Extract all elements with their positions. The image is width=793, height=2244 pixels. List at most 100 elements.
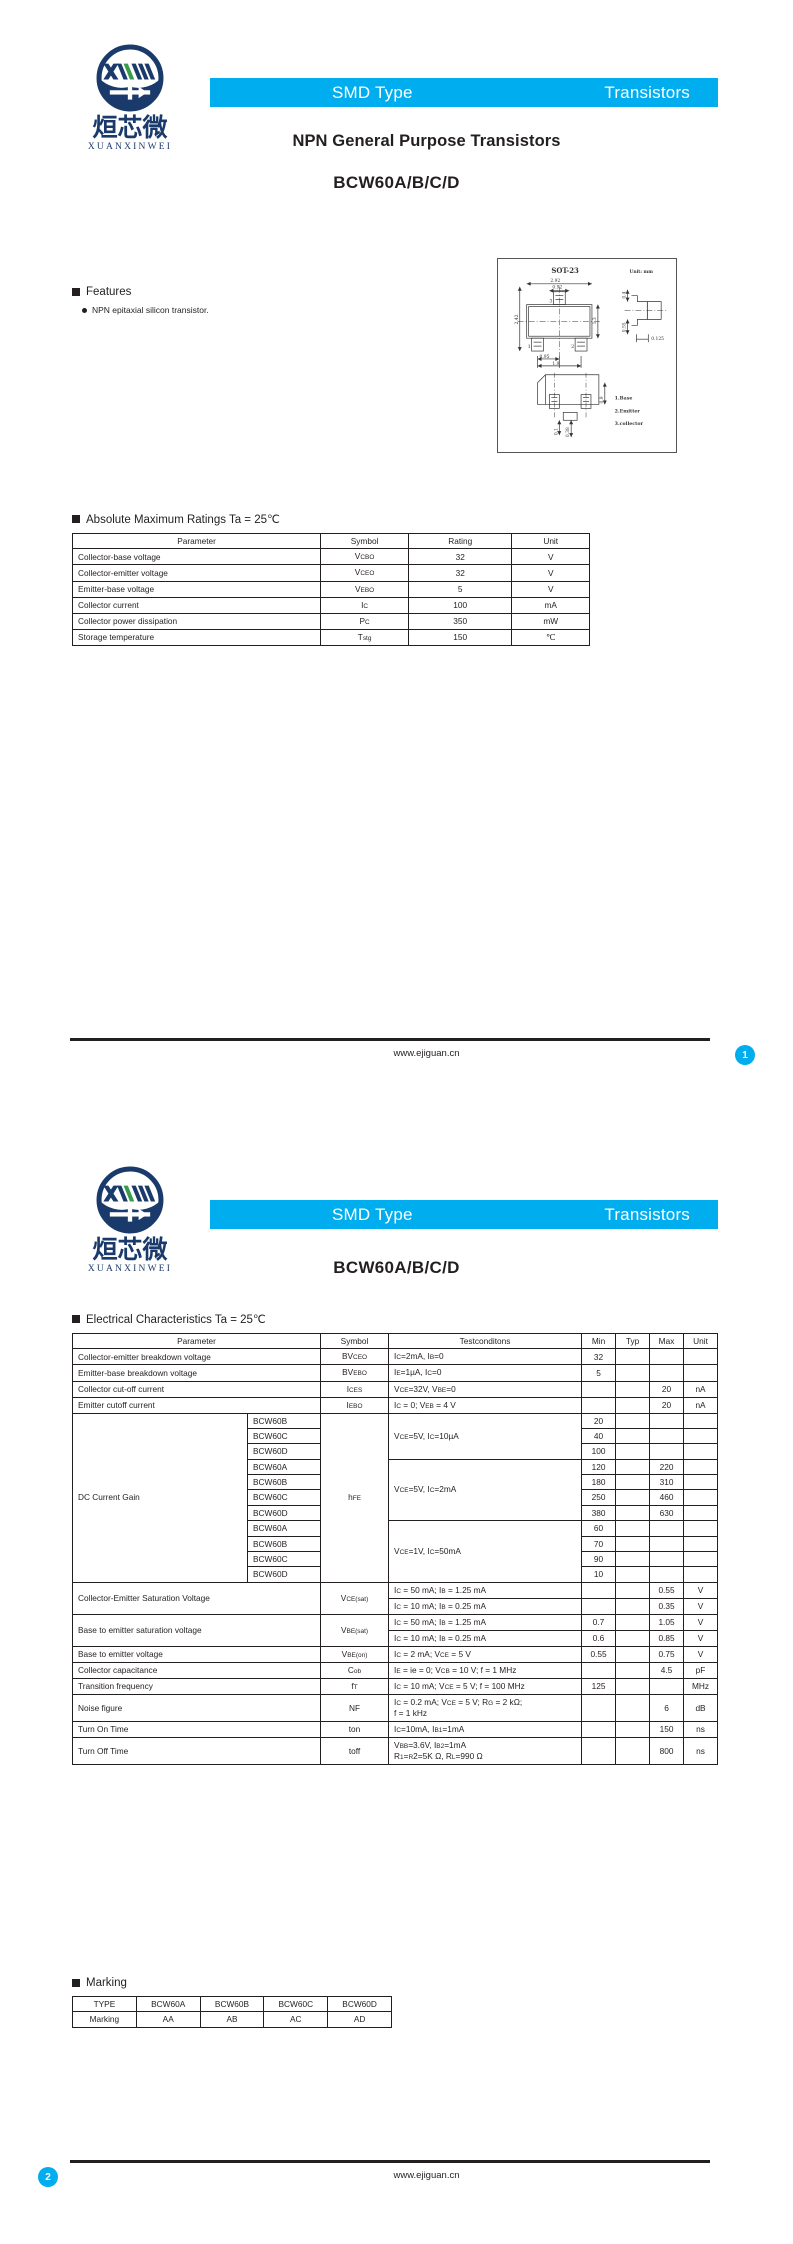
marking-cell: Marking <box>72 2011 137 2028</box>
rating-cell: 5 <box>408 580 513 598</box>
max-cell: 1.05 <box>649 1613 685 1631</box>
symbol-cell: hFE <box>320 1412 390 1583</box>
typ-cell <box>615 1597 651 1615</box>
unit-cell <box>683 1412 719 1430</box>
parameter-cell: Emitter-base voltage <box>71 580 322 598</box>
typ-cell <box>615 1645 651 1664</box>
parameter-cell: Collector current <box>71 596 322 614</box>
electrical-characteristics-table: Parameter Symbol Testconditons Min Typ Max Uni… <box>71 1332 719 1765</box>
unit-cell: ℃ <box>511 628 590 646</box>
marking-cell: AB <box>199 2011 265 2028</box>
column-header: Typ <box>615 1332 651 1350</box>
bullet-square-icon <box>72 1315 80 1323</box>
parameter-cell: Collector power dissipation <box>71 612 322 630</box>
table-row: BCW60D 380 630 <box>73 1504 719 1522</box>
type-cell: BCW60C <box>246 1550 322 1568</box>
typ-cell <box>615 1458 651 1476</box>
typ-cell <box>615 1412 651 1430</box>
symbol-cell: VCEO <box>320 564 410 582</box>
marking-cell: AD <box>327 2011 392 2028</box>
min-cell: 0.6 <box>581 1629 617 1647</box>
rating-cell: 100 <box>408 596 513 614</box>
unit-cell <box>683 1428 719 1445</box>
ec-section: Electrical Characteristics Ta = 25℃ Para… <box>71 1312 719 1765</box>
column-header: Symbol <box>320 1332 390 1350</box>
test-condition-cell: VCE=5V, IC=10µA <box>388 1412 583 1460</box>
ec-heading-label: Electrical Characteristics Ta = 25℃ <box>86 1314 266 1326</box>
symbol-cell: IC <box>320 596 410 614</box>
max-cell: 0.85 <box>649 1629 685 1647</box>
rating-cell: 32 <box>408 548 513 566</box>
table-row: Collector-emitter voltage VCEO 32 V <box>71 564 590 582</box>
unit-cell: ns <box>683 1720 719 1738</box>
parameter-cell: Collector capacitance <box>71 1662 322 1680</box>
type-cell: BCW60D <box>246 1566 322 1583</box>
test-condition-cell: IC=2mA, IB=0 <box>388 1348 583 1366</box>
unit-cell: V <box>683 1629 719 1647</box>
table-row: Emitter-base voltage VEBO 5 V <box>71 580 590 598</box>
svg-text:0.1: 0.1 <box>554 428 559 435</box>
parameter-cell: Storage temperature <box>71 628 322 646</box>
typ-cell <box>615 1535 651 1552</box>
table-row: BCW60A VCE=5V, IC=2mA 120 220 <box>73 1458 719 1522</box>
table-row: Storage temperature Tstg 150 ℃ <box>71 628 590 646</box>
min-cell <box>581 1736 617 1765</box>
test-condition-cell: VCE=5V, IC=2mA <box>388 1458 583 1522</box>
test-condition-cell: IC = 50 mA; IB = 1.25 mA <box>388 1613 583 1631</box>
test-condition-cell: IC = 0.2 mA; VCE = 5 V; RG = 2 kΩ; f = 1 … <box>388 1694 583 1722</box>
min-cell: 0.55 <box>581 1645 617 1664</box>
page-1: 烜芯微 XUANXINWEI SMD Type Transistors NPN … <box>70 42 755 1065</box>
max-cell <box>649 1364 685 1382</box>
unit-cell: mW <box>511 612 590 630</box>
unit-cell: nA <box>683 1380 719 1398</box>
svg-text:0.95: 0.95 <box>540 355 550 360</box>
parameter-cell: Collector-emitter voltage <box>71 564 322 582</box>
company-logo: 烜芯微 XUANXINWEI <box>70 42 190 152</box>
unit-cell <box>683 1566 719 1583</box>
marking-table: TYPE BCW60A BCW60B BCW60C BCW60D Marking AA AB A… <box>72 1995 392 2028</box>
pin-3-label: 3.collector <box>615 421 644 427</box>
pin-1-label: 1.Base <box>615 396 633 402</box>
unit-cell: V <box>511 548 590 566</box>
min-cell: 20 <box>581 1412 617 1430</box>
svg-text:0.38: 0.38 <box>566 427 571 437</box>
unit-cell <box>683 1364 719 1382</box>
part-number-title: BCW60A/B/C/D <box>333 173 460 192</box>
table-row: Collector capacitance Cob IE = ie = 0; VCB… <box>71 1662 719 1680</box>
test-condition-cell: IC = 2 mA; VCE = 5 V <box>388 1645 583 1664</box>
table-row: Marking AA AB AC AD <box>72 2011 392 2028</box>
symbol-cell: PC <box>320 612 410 630</box>
min-cell: 0.7 <box>581 1613 617 1631</box>
typ-cell <box>615 1428 651 1445</box>
parameter-cell: Collector cut-off current <box>71 1380 322 1398</box>
typ-cell <box>615 1504 651 1522</box>
svg-text:3: 3 <box>549 299 552 305</box>
unit-cell <box>683 1489 719 1506</box>
symbol-cell: VCBO <box>320 548 410 566</box>
symbol-cell: BVEBO <box>320 1364 390 1382</box>
parameter-cell: Transition frequency <box>71 1678 322 1696</box>
symbol-cell: VEBO <box>320 580 410 598</box>
test-condition-cell: VCE=32V, VBE=0 <box>388 1380 583 1398</box>
amr-section: Absolute Maximum Ratings Ta = 25℃ Parame… <box>71 512 590 646</box>
bullet-square-icon <box>72 515 80 523</box>
column-header: Max <box>649 1332 685 1350</box>
unit-cell <box>683 1504 719 1522</box>
bullet-square-icon <box>72 1979 80 1987</box>
banner-left-label: SMD Type <box>332 1204 413 1224</box>
unit-cell: V <box>683 1581 719 1599</box>
features-heading: Features <box>72 286 402 298</box>
features-section: Features NPN epitaxial silicon transisto… <box>72 286 402 315</box>
table-row: BCW60B 180 310 <box>73 1474 719 1491</box>
column-header: BCW60B <box>199 1995 265 2013</box>
table-row: Collector current IC 100 mA <box>71 596 590 614</box>
min-cell: 125 <box>581 1678 617 1696</box>
svg-text:2.92: 2.92 <box>550 279 560 284</box>
svg-text:0.9: 0.9 <box>600 396 605 403</box>
footer-website: www.ejiguan.cn <box>393 1048 460 1059</box>
typ-cell <box>615 1566 651 1583</box>
svg-text:1: 1 <box>528 344 531 350</box>
table-row: Collector power dissipation PC 350 mW <box>71 612 590 630</box>
parameter-cell: Collector-base voltage <box>71 548 322 566</box>
min-cell: 70 <box>581 1535 617 1552</box>
